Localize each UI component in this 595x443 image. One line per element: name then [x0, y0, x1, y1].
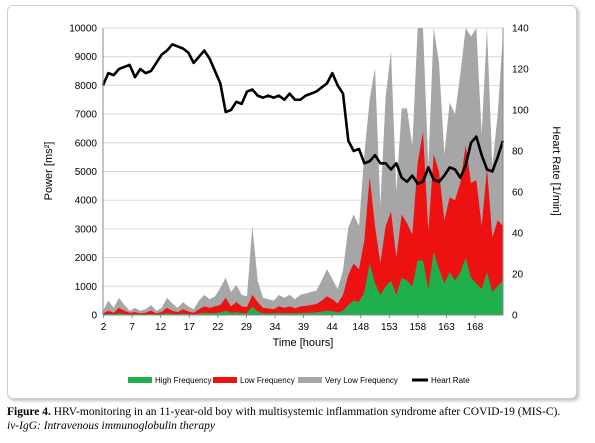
y-right-tick-label: 140 [512, 24, 529, 35]
legend-swatch [213, 377, 237, 383]
y-left-tick-label: 4000 [75, 196, 98, 207]
y-left-tick-label: 5000 [75, 167, 98, 178]
legend-item: Low Frequency [213, 376, 295, 385]
x-tick-label: 12 [155, 322, 167, 333]
x-tick-label: 158 [410, 322, 427, 333]
x-tick-label: 39 [298, 322, 310, 333]
caption-text: HRV-monitoring in an 11-year-old boy wit… [50, 406, 561, 418]
caption-note: iv-IgG: Intravenous immunoglobulin thera… [7, 420, 215, 432]
y-right-tick-label: 80 [512, 147, 524, 158]
y-left-tick-label: 1000 [75, 282, 98, 293]
x-tick-label: 34 [269, 322, 281, 333]
x-tick-label: 2 [101, 322, 107, 333]
legend-label: Heart Rate [431, 376, 470, 385]
y-right-tick-label: 0 [512, 311, 518, 322]
y-left-tick-label: 9000 [75, 52, 98, 63]
figure-caption: Figure 4. HRV-monitoring in an 11-year-o… [7, 405, 592, 433]
y-left-tick-label: 10000 [69, 24, 97, 35]
y-left-tick-label: 7000 [75, 110, 98, 121]
x-tick-label: 17 [184, 322, 196, 333]
x-tick-label: 153 [381, 322, 398, 333]
x-tick-label: 44 [327, 322, 339, 333]
legend-label: Very Low Frequency [325, 376, 398, 385]
y-right-tick-label: 60 [512, 188, 524, 199]
x-tick-label: 29 [241, 322, 253, 333]
x-tick-label: 168 [467, 322, 484, 333]
legend-swatch [298, 377, 322, 383]
legend-item: Very Low Frequency [298, 376, 398, 385]
legend-label: High Frequency [155, 376, 211, 385]
y-left-tick-label: 0 [91, 311, 97, 322]
y-left-tick-label: 6000 [75, 138, 98, 149]
y-right-tick-label: 100 [512, 106, 529, 117]
low-frequency-area [103, 131, 503, 315]
y-right-tick-label: 20 [512, 270, 524, 281]
tick-labels: 0100020003000400050006000700080009000100… [69, 24, 529, 334]
caption-label: Figure 4. [7, 406, 51, 418]
legend-item: High Frequency [128, 376, 211, 385]
line-series [101, 43, 505, 186]
legend-label: Low Frequency [240, 376, 295, 385]
x-tick-label: 148 [352, 322, 369, 333]
x-tick-label: 163 [438, 322, 455, 333]
y-left-tick-label: 8000 [75, 81, 98, 92]
legend-swatch [128, 377, 152, 383]
y-axis-left-title: Power [ms²] [43, 142, 55, 201]
legend: High Frequency Low Frequency Very Low Freq… [128, 376, 470, 385]
y-right-tick-label: 120 [512, 65, 529, 76]
heart-rate-line [101, 43, 505, 186]
x-tick-label: 7 [129, 322, 135, 333]
legend-item: Heart Rate [412, 376, 470, 385]
hrv-chart: 0100020003000400050006000700080009000100… [43, 24, 562, 386]
axes [102, 28, 504, 316]
y-axis-right-title: Heart Rate [1/min] [550, 126, 562, 215]
y-right-tick-label: 40 [512, 229, 524, 240]
x-axis-title: Time [hours] [273, 337, 334, 349]
y-left-tick-label: 2000 [75, 253, 98, 264]
y-left-tick-label: 3000 [75, 224, 98, 235]
area-series [103, 28, 503, 315]
x-tick-label: 22 [212, 322, 224, 333]
high-frequency-area [103, 251, 503, 315]
